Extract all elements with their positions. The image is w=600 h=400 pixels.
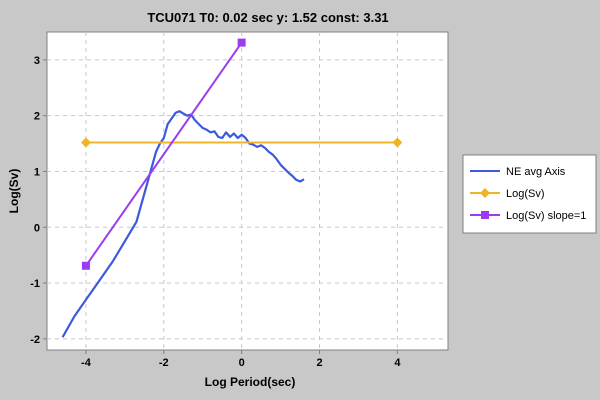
x-tick-label: -2 (159, 357, 169, 369)
x-tick-label: 2 (316, 357, 322, 369)
y-tick-label: 2 (34, 111, 40, 123)
series-log-sv (80, 137, 403, 148)
y-tick-label: 3 (34, 55, 40, 67)
y-axis-label: Log(Sv) (7, 169, 21, 214)
x-axis-label: Log Period(sec) (205, 375, 296, 389)
y-tick-label: 1 (34, 166, 40, 178)
x-axis-ticks: -4 -2 0 2 4 (81, 350, 401, 369)
x-tick-label: 4 (394, 357, 401, 369)
series-line-ne-avg-axis (61, 110, 305, 338)
y-tick-label: 0 (34, 222, 40, 234)
data-point (80, 137, 91, 148)
legend-label: Log(Sv) slope=1 (506, 210, 586, 222)
x-tick-label: -4 (81, 357, 92, 369)
chart-title: TCU071 T0: 0.02 sec y: 1.52 const: 3.31 (147, 10, 388, 25)
y-tick-label: -1 (30, 278, 40, 290)
y-tick-label: -2 (30, 334, 40, 346)
legend-label: NE avg Axis (506, 166, 566, 178)
y-axis-ticks: -2 -1 0 1 2 3 (30, 55, 47, 346)
data-point (237, 38, 246, 47)
legend-marker (480, 188, 490, 198)
series-layer (61, 38, 403, 338)
series-log-sv-slope-1 (81, 38, 246, 270)
x-tick-label: 0 (239, 357, 245, 369)
legend-marker (481, 211, 489, 219)
series-ne-avg-axis (61, 110, 305, 338)
series-line-log-sv-slope-1 (85, 42, 243, 267)
plot-area (46, 31, 449, 351)
data-point (81, 261, 90, 270)
legend-label: Log(Sv) (506, 188, 545, 200)
data-point (392, 137, 403, 148)
legend: NE avg Axis Log(Sv) Log(Sv) slope=1 (462, 154, 597, 234)
